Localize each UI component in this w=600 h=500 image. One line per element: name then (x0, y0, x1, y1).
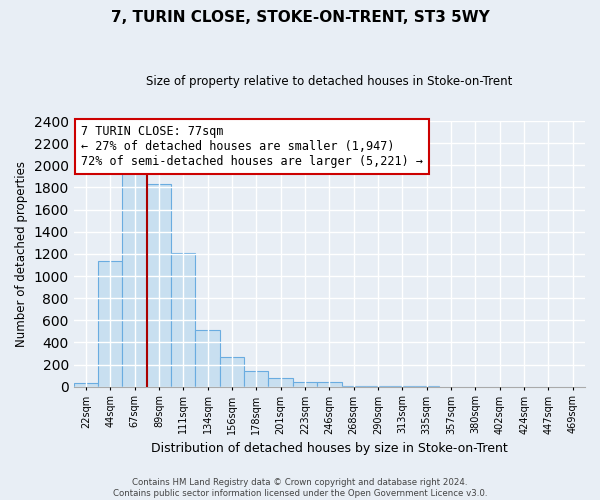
Text: Contains HM Land Registry data © Crown copyright and database right 2024.
Contai: Contains HM Land Registry data © Crown c… (113, 478, 487, 498)
Bar (196, 330, 220, 386)
Bar (293, 382, 317, 386)
Bar (147, 184, 171, 386)
Title: Size of property relative to detached houses in Stoke-on-Trent: Size of property relative to detached ho… (146, 75, 512, 88)
Bar (268, 378, 293, 386)
Bar (122, 172, 147, 386)
Text: 7, TURIN CLOSE, STOKE-ON-TRENT, ST3 5WY: 7, TURIN CLOSE, STOKE-ON-TRENT, ST3 5WY (110, 10, 490, 25)
Bar (98, 260, 122, 386)
Bar (220, 358, 244, 386)
Bar (74, 384, 98, 386)
Bar (171, 253, 196, 386)
X-axis label: Distribution of detached houses by size in Stoke-on-Trent: Distribution of detached houses by size … (151, 442, 508, 455)
Y-axis label: Number of detached properties: Number of detached properties (15, 161, 28, 347)
Bar (317, 382, 341, 386)
Text: 7 TURIN CLOSE: 77sqm
← 27% of detached houses are smaller (1,947)
72% of semi-de: 7 TURIN CLOSE: 77sqm ← 27% of detached h… (82, 125, 424, 168)
Bar (244, 371, 268, 386)
